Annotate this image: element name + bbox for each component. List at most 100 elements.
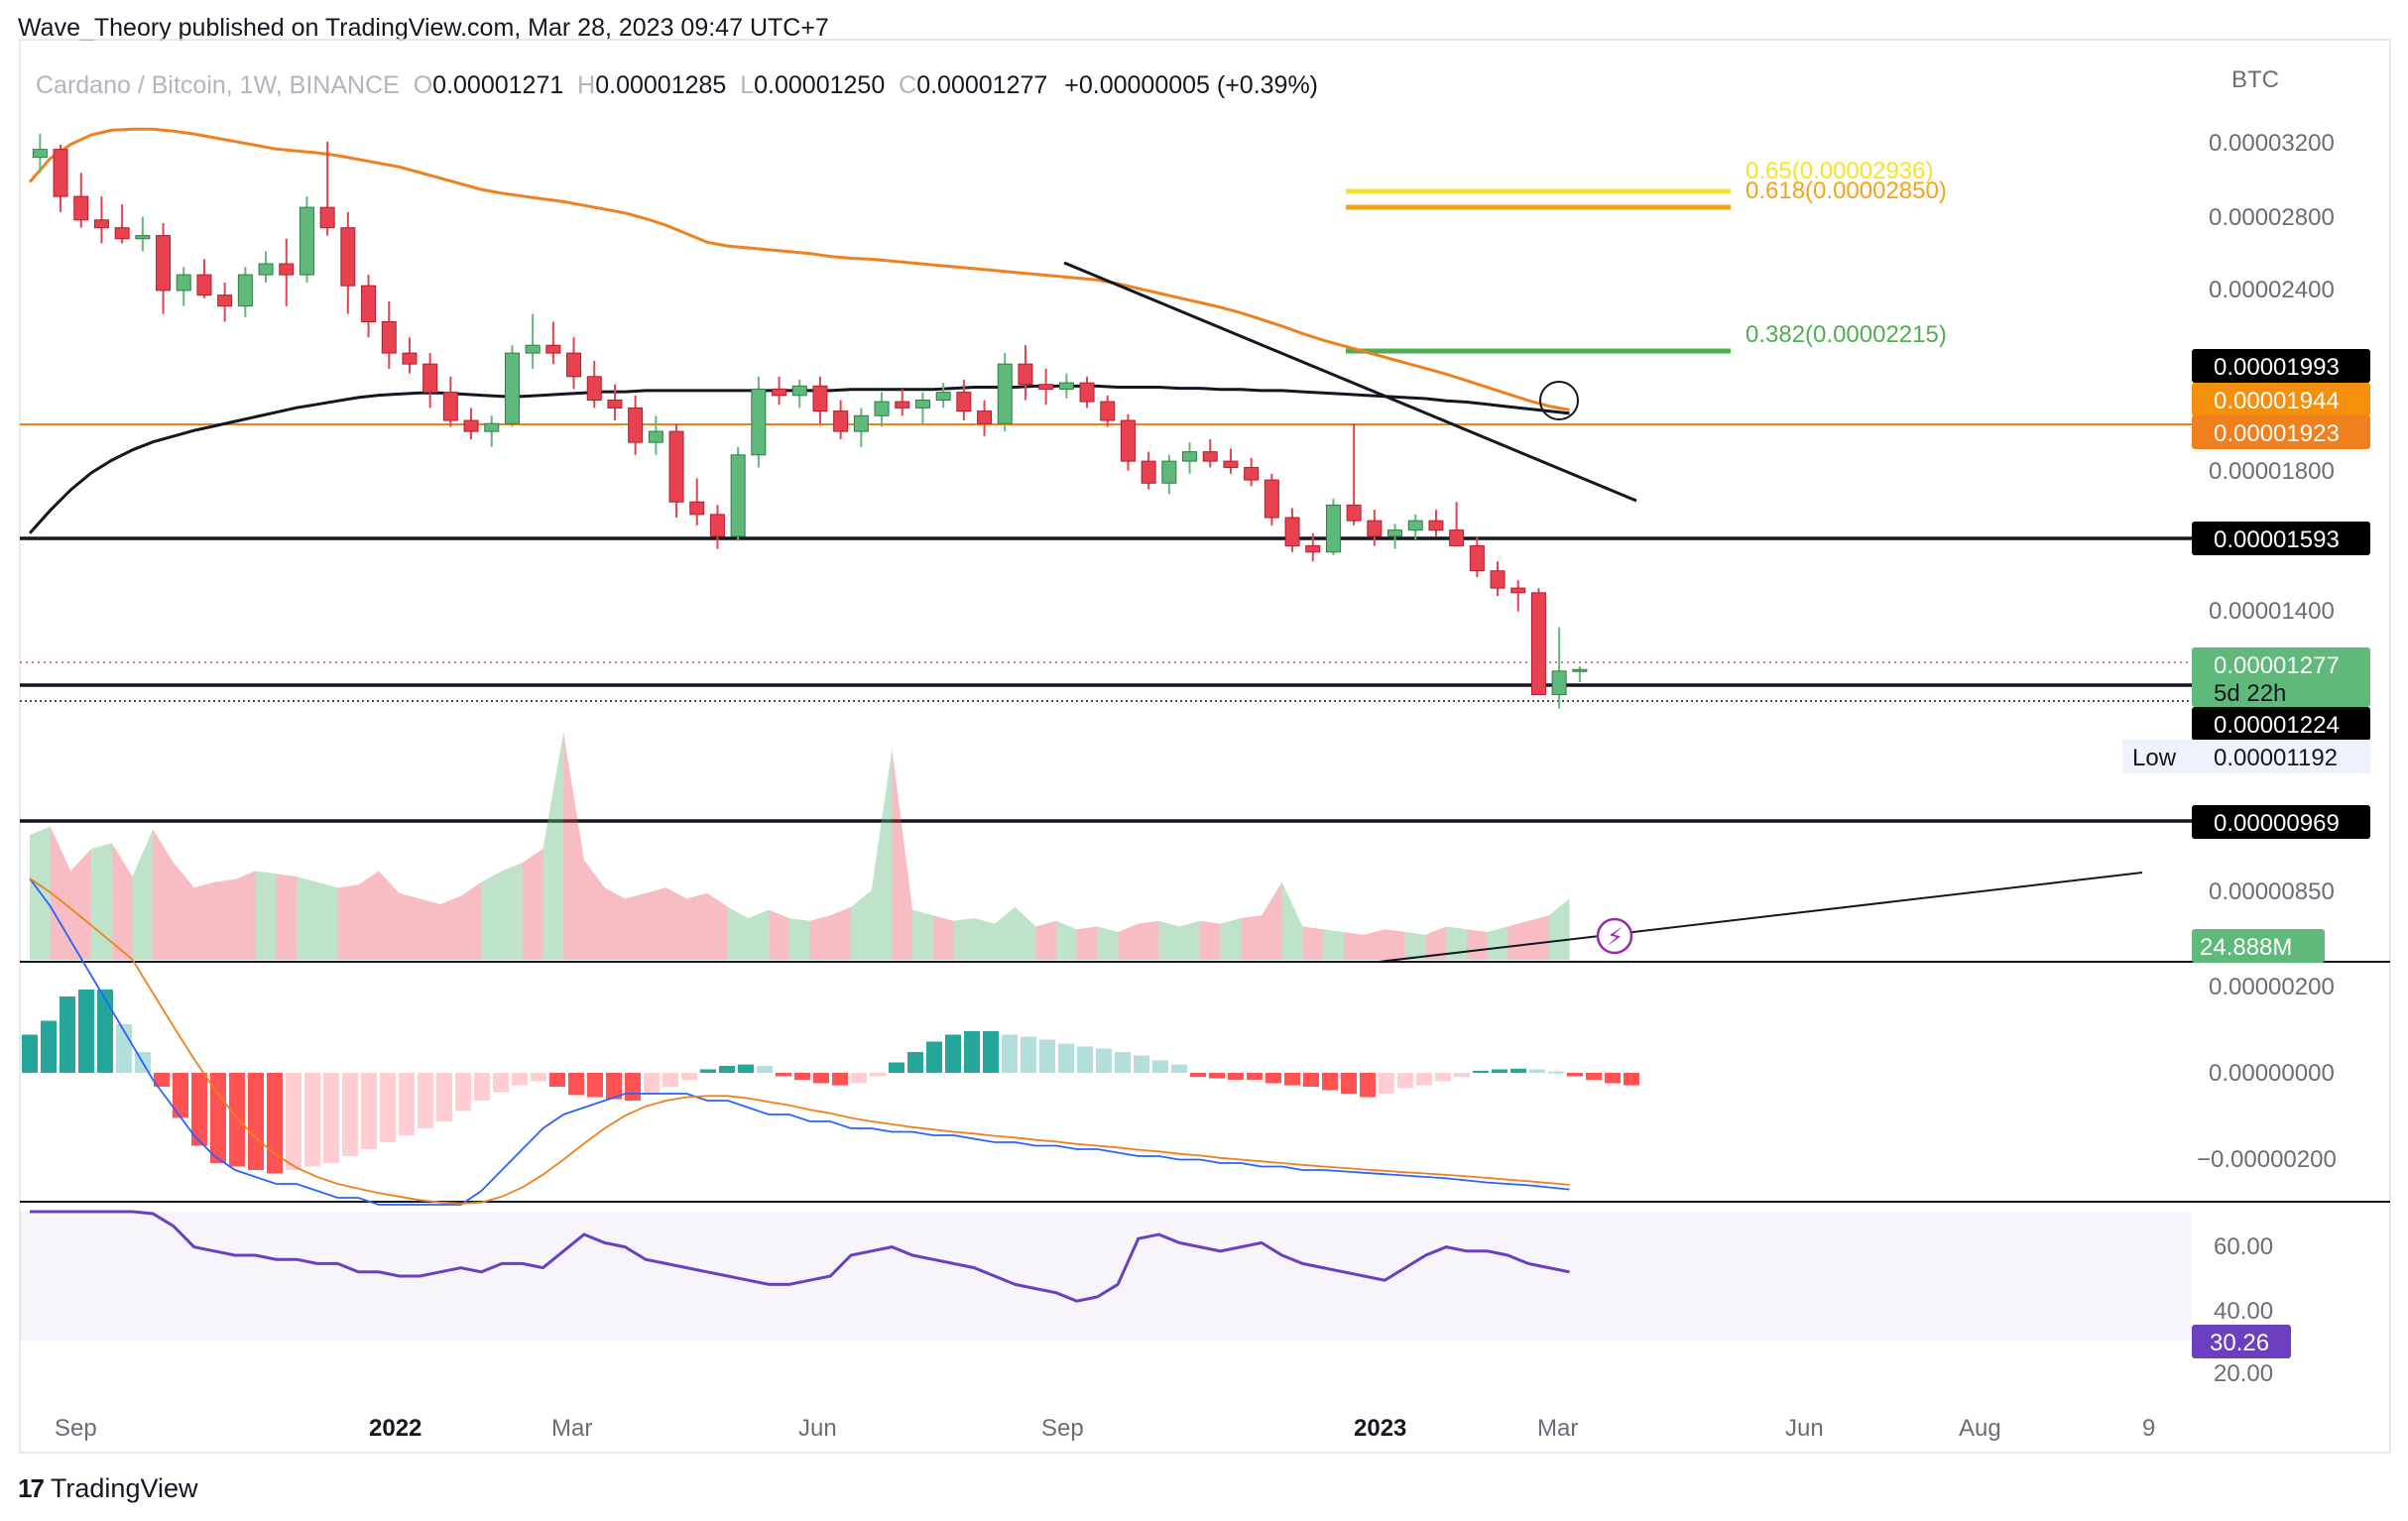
macd-histogram-bar bbox=[625, 1073, 641, 1101]
volume-segment bbox=[1404, 932, 1426, 960]
volume-trendline bbox=[1378, 872, 2143, 963]
macd-histogram-bar bbox=[851, 1073, 867, 1084]
macd-histogram-bar bbox=[361, 1073, 377, 1149]
volume-segment bbox=[707, 892, 728, 960]
price-badge-last bbox=[2192, 647, 2370, 707]
macd-histogram-bar bbox=[549, 1073, 565, 1087]
rsi-band bbox=[20, 1212, 2192, 1341]
candle-body bbox=[1551, 670, 1567, 696]
macd-histogram-bar bbox=[455, 1073, 471, 1112]
candle-body bbox=[1387, 529, 1403, 537]
symbol-title[interactable]: Cardano / Bitcoin, 1W, BINANCE bbox=[36, 71, 400, 99]
candle-body bbox=[114, 227, 130, 240]
tradingview-logo[interactable]: 17 TradingView bbox=[18, 1473, 198, 1504]
candle-body bbox=[751, 388, 767, 456]
fib-label-1: 0.618(0.00002850) bbox=[1746, 177, 1947, 204]
volume-segment bbox=[748, 909, 770, 960]
volume-segment bbox=[50, 826, 71, 960]
macd-histogram-bar bbox=[436, 1073, 452, 1121]
macd-histogram-bar bbox=[681, 1073, 697, 1080]
volume-segment bbox=[953, 918, 975, 960]
candle-body bbox=[258, 263, 274, 276]
candle-body bbox=[812, 385, 828, 412]
macd-histogram-bar bbox=[1039, 1039, 1055, 1073]
macd-histogram-bar bbox=[286, 1073, 301, 1170]
macd-histogram-bar bbox=[154, 1073, 170, 1087]
volume-segment bbox=[563, 732, 584, 960]
volume-segment bbox=[522, 849, 543, 960]
rsi-tick-label: 60.00 bbox=[2214, 1233, 2273, 1260]
macd-histogram-bar bbox=[342, 1073, 358, 1156]
candle-body bbox=[874, 401, 890, 416]
candle-body bbox=[402, 352, 418, 365]
macd-tick-label: −0.00000200 bbox=[2197, 1146, 2337, 1173]
macd-histogram-bar bbox=[399, 1073, 415, 1135]
low-badge bbox=[2122, 740, 2370, 773]
alert-flash-glyph: ⚡ bbox=[1607, 923, 1624, 951]
volume-segment bbox=[1467, 929, 1488, 960]
candle-body bbox=[279, 263, 295, 276]
volume-segment bbox=[912, 909, 933, 960]
macd-histogram-bar bbox=[97, 990, 113, 1073]
macd-histogram-bar bbox=[229, 1073, 245, 1167]
candle-body bbox=[730, 454, 746, 537]
candle-body bbox=[217, 294, 233, 307]
volume-segment bbox=[809, 915, 831, 960]
candle-body bbox=[1202, 451, 1218, 462]
chart-frame bbox=[19, 39, 2391, 1454]
volume-segment bbox=[974, 918, 995, 960]
candle-body bbox=[442, 392, 458, 421]
price-badge-line bbox=[2192, 349, 2370, 383]
volume-segment bbox=[235, 871, 256, 960]
macd-histogram-bar bbox=[700, 1069, 716, 1073]
x-tick-label: Sep bbox=[55, 1415, 97, 1442]
volume-segment bbox=[460, 881, 482, 960]
candle-body bbox=[791, 385, 807, 397]
volume-segment bbox=[1507, 920, 1529, 960]
volume-segment bbox=[851, 890, 872, 960]
macd-histogram-bar bbox=[323, 1073, 339, 1163]
volume-segment bbox=[994, 906, 1016, 960]
macd-histogram-bar bbox=[248, 1073, 264, 1170]
y-tick-label: 0.00001400 bbox=[2209, 598, 2335, 625]
rsi-line bbox=[30, 1210, 1570, 1303]
candle-body bbox=[689, 501, 705, 516]
low-badge-label: Low bbox=[2132, 745, 2177, 771]
candle-body bbox=[1244, 466, 1260, 481]
macd-histogram-bar bbox=[1265, 1073, 1281, 1084]
macd-histogram-bar bbox=[1002, 1034, 1018, 1073]
open-value: 0.00001271 bbox=[432, 71, 564, 99]
candle-body bbox=[381, 321, 397, 354]
tradingview-brand: TradingView bbox=[50, 1473, 198, 1503]
candle-body bbox=[1223, 460, 1239, 468]
volume-segment bbox=[1199, 920, 1221, 960]
candle-body bbox=[1346, 504, 1362, 522]
macd-histogram-bar bbox=[418, 1073, 433, 1128]
volume-segment bbox=[132, 829, 154, 960]
candle-body bbox=[628, 407, 644, 443]
x-tick-label: 2023 bbox=[1354, 1415, 1406, 1442]
low-badge-value: 0.00001192 bbox=[2214, 745, 2338, 771]
x-tick-label: Mar bbox=[1537, 1415, 1578, 1442]
candle-body bbox=[525, 344, 541, 354]
candle-body bbox=[1325, 504, 1341, 553]
rsi-badge-text: 30.26 bbox=[2210, 1330, 2269, 1356]
macd-line bbox=[29, 878, 1570, 1206]
volume-segment bbox=[111, 843, 133, 960]
volume-segment bbox=[1097, 926, 1119, 960]
alert-flash-icon bbox=[1596, 917, 1633, 955]
macd-signal-line bbox=[29, 878, 1570, 1205]
candle-body bbox=[1469, 544, 1485, 572]
candle-body bbox=[545, 344, 561, 354]
macd-histogram-bar bbox=[41, 1020, 57, 1073]
volume-badge-text: 24.888M bbox=[2200, 934, 2292, 961]
macd-histogram-bar bbox=[1548, 1071, 1564, 1074]
y-tick-label: 0.00003200 bbox=[2209, 130, 2335, 157]
volume-segment bbox=[378, 871, 400, 960]
volume-segment bbox=[399, 892, 421, 960]
high-label: H bbox=[577, 71, 596, 99]
volume-segment bbox=[1015, 906, 1036, 960]
macd-histogram-bar bbox=[587, 1073, 603, 1098]
candle-body bbox=[463, 419, 479, 432]
